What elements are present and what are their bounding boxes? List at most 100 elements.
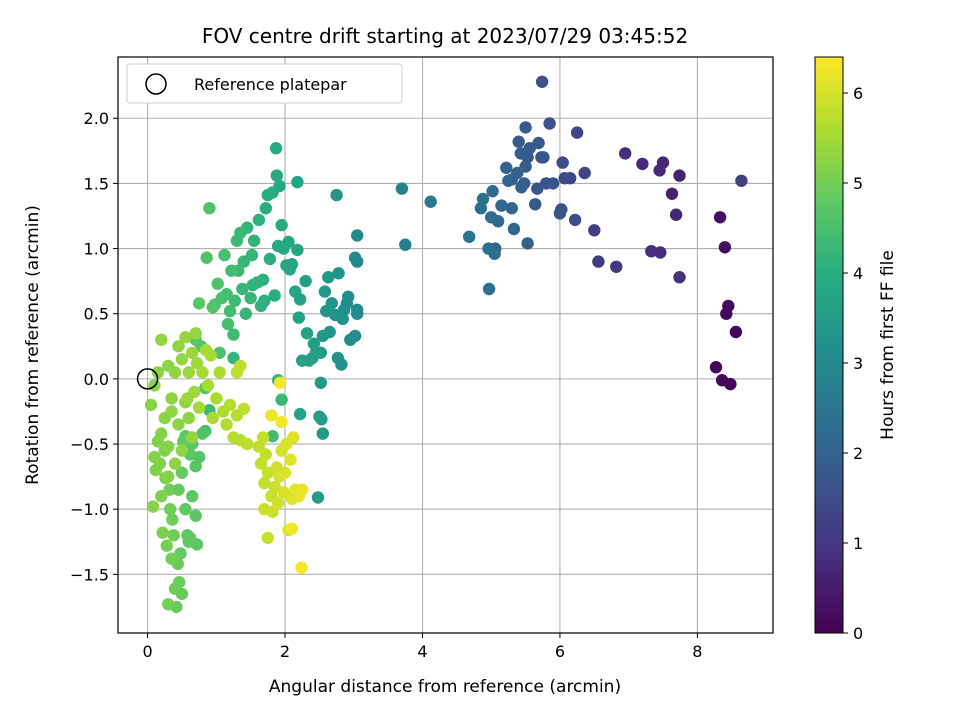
scatter-point [316,329,329,343]
scatter-point [519,121,532,134]
scatter-point [316,427,329,440]
scatter-point [168,457,182,470]
scatter-point [155,427,168,440]
scatter-point [175,587,189,601]
scatter-point [505,202,518,215]
grid [118,57,773,633]
x-tick-label: 2 [280,642,290,661]
x-tick-label: 0 [142,642,152,661]
scatter-point [170,600,183,614]
colorbar-tick-label: 4 [853,264,863,283]
scatter-point [162,440,175,453]
scatter-point [313,410,326,423]
scatter-point [715,374,729,387]
scatter-points [144,75,748,614]
scatter-point [149,463,162,477]
scatter-point [172,340,185,353]
scatter-point [258,476,271,490]
y-axis-label: Rotation from reference (arcmin) [23,205,43,485]
scatter-point [266,430,279,443]
scatter-point [546,177,560,190]
scatter-point [234,359,247,373]
scatter-point [269,142,283,155]
y-tick-label: 1.5 [84,174,109,193]
scatter-point [186,490,199,503]
scatter-point [237,255,250,268]
scatter-point [314,376,327,389]
colorbar-tick-label: 1 [853,534,863,553]
scatter-point [424,195,437,208]
scatter-point [167,529,180,542]
scatter-point [570,126,584,139]
scatter-point [225,264,238,277]
y-axis-ticks: −1.5 −1.0 −0.5 0.0 0.5 1.0 1.5 2.0 [70,109,118,584]
scatter-point [292,311,305,324]
scatter-point [330,188,343,202]
scatter-point [186,346,199,359]
scatter-point [463,230,476,243]
scatter-point [247,234,261,247]
scatter-point [588,224,601,237]
scatter-point [296,483,309,496]
scatter-point [307,337,321,350]
scatter-point [206,411,219,425]
scatter-point [239,307,252,320]
scatter-point [189,509,202,522]
x-tick-label: 6 [555,642,565,661]
scatter-point [210,392,223,405]
scatter-point [482,242,495,255]
scatter-point [482,282,496,296]
legend-marker [145,73,167,95]
scatter-point [181,392,194,405]
scatter-point [318,285,332,298]
scatter-point [182,411,195,425]
scatter-point [320,304,333,318]
scatter-point [148,450,161,464]
scatter-point [720,307,733,320]
scatter-point [344,333,357,346]
scatter-point [259,202,272,215]
scatter-point [332,267,345,280]
scatter-point [223,398,237,412]
scatter-point [223,304,237,318]
scatter-point [673,169,686,182]
scatter-point [537,151,550,164]
scatter-point [271,496,285,509]
scatter-point [521,237,534,250]
scatter-point [529,198,542,211]
scatter-point [673,271,686,284]
scatter-point [291,175,304,189]
scatter-point [203,202,216,215]
colorbar-ticks: 0 1 2 3 4 5 6 [843,84,863,643]
scatter-point [268,480,281,494]
scatter-point [162,470,175,483]
scatter-point [162,359,175,373]
scatter-point [287,431,300,444]
scatter-point [164,503,177,516]
scatter-point [351,303,364,316]
scatter-point [277,486,290,499]
y-tick-label: 1.0 [84,240,109,259]
scatter-point [535,75,549,89]
scatter-point [246,278,259,292]
scatter-point [175,466,189,479]
scatter-point [265,409,278,422]
y-tick-label: −1.0 [70,500,109,519]
scatter-point [399,238,412,251]
scatter-point [230,234,244,247]
scatter-point [218,248,231,262]
scatter-point [200,251,213,264]
scatter-point [485,211,498,224]
scatter-point [713,211,727,224]
scatter-point [275,415,288,429]
scatter-point [192,297,206,310]
scatter-point [221,317,235,331]
scatter-point [274,376,287,389]
scatter-point [514,147,527,160]
colorbar [814,56,844,634]
scatter-point [331,351,345,365]
x-tick-label: 8 [692,642,702,661]
colorbar-tick-label: 5 [853,174,863,193]
scatter-point [299,274,312,288]
scatter-point [729,325,743,339]
